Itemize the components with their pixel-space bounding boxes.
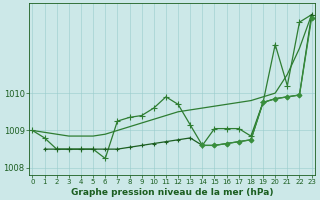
X-axis label: Graphe pression niveau de la mer (hPa): Graphe pression niveau de la mer (hPa) bbox=[71, 188, 273, 197]
